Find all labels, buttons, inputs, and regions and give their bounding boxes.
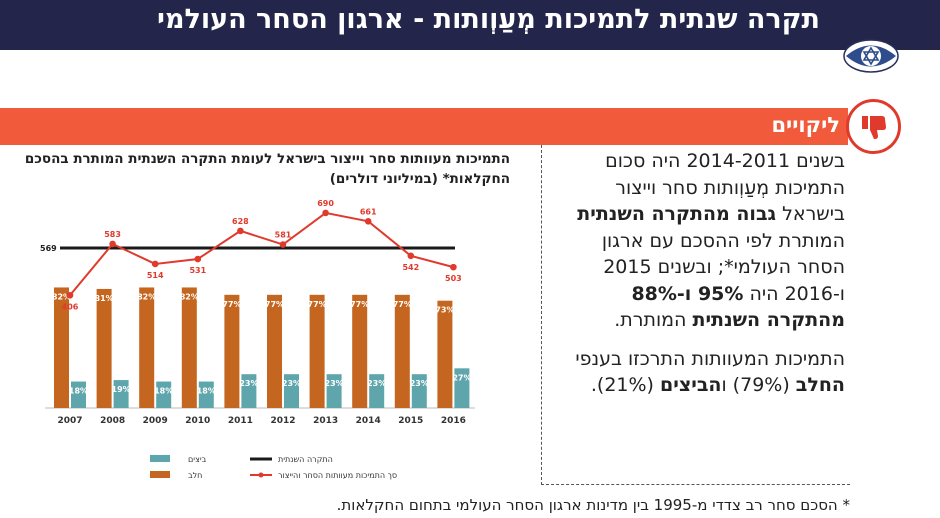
- support-point: [322, 209, 329, 217]
- eggs-bar-label: 18%: [197, 387, 216, 396]
- eggs-bar: [156, 381, 172, 408]
- state-comptroller-emblem-icon: [843, 39, 899, 73]
- findings-text: בשנים 2014-2011 היה סכום התמיכות מְעַוְו…: [555, 148, 845, 399]
- eggs-bar: [326, 374, 342, 408]
- x-tick-label: 2014: [356, 416, 381, 426]
- milk-bar-label: 77%: [308, 300, 327, 309]
- x-tick-label: 2010: [185, 416, 210, 426]
- support-point: [66, 291, 74, 299]
- milk-bar-label: 77%: [393, 300, 412, 309]
- milk-bar: [309, 294, 325, 408]
- eggs-bar-label: 18%: [69, 387, 88, 396]
- milk-bar: [139, 287, 155, 408]
- support-point-label: 542: [402, 263, 419, 272]
- thumbs-down-badge: [846, 99, 901, 154]
- support-point-label: 581: [275, 231, 292, 240]
- findings-text-box: [541, 145, 850, 485]
- x-tick-label: 2011: [228, 416, 253, 426]
- eggs-bar-label: 23%: [282, 379, 301, 388]
- x-tick-label: 2016: [441, 416, 466, 426]
- ceiling-label: 569: [40, 244, 57, 253]
- support-point-label: 406: [62, 302, 79, 311]
- support-line: [69, 211, 454, 296]
- support-point: [407, 252, 415, 260]
- milk-bar-label: 82%: [52, 292, 71, 301]
- page-title: תקרה שנתית לתמיכות מְעַוְותות - ארגון הס…: [157, 4, 820, 35]
- eggs-bar-label: 23%: [325, 379, 344, 388]
- thumbs-down-icon: [861, 115, 886, 139]
- milk-bar-label: 73%: [435, 306, 454, 315]
- milk-bar-label: 81%: [95, 294, 114, 303]
- eggs-bar: [113, 380, 129, 408]
- legend-label-ceiling: התקרה השנתית: [278, 455, 333, 464]
- support-point-label: 531: [189, 266, 206, 275]
- x-tick-label: 2007: [57, 416, 82, 426]
- legend-swatch-milk: [150, 471, 170, 478]
- eggs-bar: [241, 374, 257, 408]
- findings-paragraph-1: בשנים 2014-2011 היה סכום התמיכות מְעַוְו…: [577, 150, 845, 331]
- eggs-bar-label: 27%: [452, 373, 471, 382]
- legend-label-support: סך התמיכות מעוותות הסחר והייצור: [278, 471, 397, 480]
- milk-bar-label: 77%: [265, 300, 284, 309]
- support-point-label: 690: [317, 199, 334, 208]
- eggs-bar-label: 23%: [239, 379, 258, 388]
- x-tick-label: 2012: [270, 416, 295, 426]
- legend-label-milk: חלב: [188, 471, 202, 480]
- eggs-bar-label: 18%: [154, 387, 173, 396]
- eggs-bar-label: 23%: [410, 379, 429, 388]
- support-point: [279, 241, 287, 248]
- milk-bar-label: 82%: [137, 292, 156, 301]
- milk-bar: [224, 294, 240, 408]
- milk-bar-label: 77%: [222, 300, 241, 309]
- milk-bar: [267, 294, 282, 408]
- support-point: [194, 255, 202, 263]
- legend-swatch-eggs: [150, 455, 170, 462]
- support-point-label: 583: [104, 230, 121, 239]
- footnote: * הסכם סחר רב צדדי מ-1995 בין מדינות ארג…: [336, 496, 850, 514]
- support-point-label: 503: [445, 274, 462, 283]
- support-point-label: 514: [147, 271, 164, 280]
- support-point: [237, 227, 244, 235]
- milk-bar: [352, 294, 368, 408]
- milk-bar-label: 82%: [180, 292, 199, 301]
- legend-swatch-support-point: [258, 472, 264, 478]
- milk-bar: [437, 300, 453, 408]
- support-point: [151, 260, 159, 268]
- milk-bar-label: 77%: [350, 300, 369, 309]
- eggs-bar: [198, 381, 214, 408]
- eggs-bar-label: 23%: [367, 379, 386, 388]
- x-tick-label: 2013: [313, 416, 338, 426]
- x-tick-label: 2009: [143, 416, 168, 426]
- eggs-bar: [454, 368, 470, 408]
- findings-paragraph-2: התמיכות המעוותות התרכזו בענפי החלב (79%)…: [575, 347, 845, 397]
- milk-bar: [181, 287, 197, 408]
- x-tick-label: 2015: [398, 416, 423, 426]
- findings-band: [0, 108, 848, 145]
- milk-bar: [394, 294, 410, 408]
- eggs-bar: [369, 374, 385, 408]
- milk-bar: [96, 288, 112, 408]
- x-tick-label: 2008: [100, 416, 125, 426]
- findings-label: ליקויים: [771, 113, 840, 137]
- support-point: [450, 263, 457, 271]
- eggs-bar-label: 19%: [112, 385, 131, 394]
- legend-label-eggs: ביצים: [188, 455, 207, 464]
- chart-title: התמיכות מעוותות סחר וייצור בישראל לעומת …: [24, 151, 510, 187]
- eggs-bar: [284, 374, 299, 408]
- milk-bar: [54, 287, 69, 408]
- support-point: [364, 218, 372, 225]
- support-point-label: 628: [232, 217, 249, 226]
- eggs-bar: [411, 374, 427, 408]
- eggs-bar: [71, 381, 86, 408]
- support-point-label: 661: [360, 207, 377, 216]
- header-bar: [0, 0, 940, 50]
- support-point: [109, 240, 116, 248]
